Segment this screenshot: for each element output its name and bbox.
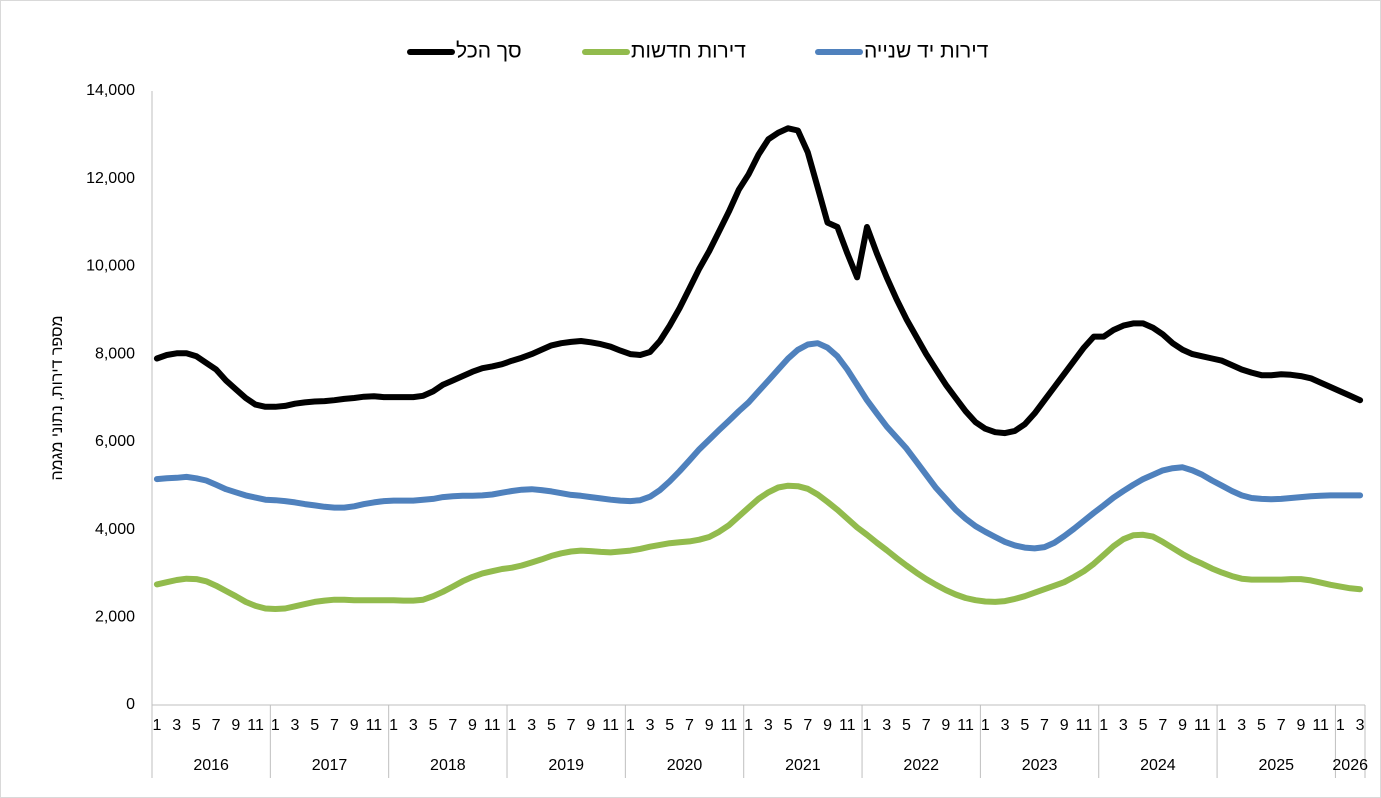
x-tick-label: 3: [646, 717, 655, 734]
x-tick-label: 3: [1356, 717, 1365, 734]
year-label: 2022: [903, 757, 939, 774]
year-label: 2016: [193, 757, 229, 774]
x-tick-label: 7: [330, 717, 339, 734]
x-tick-label: 1: [1218, 717, 1227, 734]
x-tick-label: 9: [941, 717, 950, 734]
x-tick-label: 7: [1158, 717, 1167, 734]
x-tick-label: 3: [1119, 717, 1128, 734]
year-label: 2017: [312, 757, 348, 774]
x-tick-label: 1: [744, 717, 753, 734]
x-tick-label: 5: [310, 717, 319, 734]
y-tick-label: 12,000: [86, 170, 135, 187]
legend-label: דירות יד שנייה: [864, 40, 989, 63]
year-label: 2024: [1140, 757, 1176, 774]
legend-label: סך הכל: [456, 40, 522, 63]
year-label: 2021: [785, 757, 821, 774]
x-tick-label: 9: [231, 717, 240, 734]
x-tick-label: 5: [665, 717, 674, 734]
x-tick-label: 1: [508, 717, 517, 734]
x-tick-label: 5: [902, 717, 911, 734]
x-tick-label: 1: [389, 717, 398, 734]
year-label: 2019: [548, 757, 584, 774]
x-tick-label: 11: [602, 717, 619, 734]
x-tick-label: 3: [882, 717, 891, 734]
x-tick-label: 1: [981, 717, 990, 734]
x-tick-label: 11: [721, 717, 738, 734]
series-line: [153, 482, 1364, 612]
x-tick-label: 5: [1139, 717, 1148, 734]
series-line: [153, 340, 1364, 552]
x-tick-label: 1: [152, 717, 161, 734]
x-tick-label: 1: [1336, 717, 1345, 734]
series-line: [153, 125, 1364, 437]
year-label: 2025: [1258, 757, 1294, 774]
x-tick-label: 1: [626, 717, 635, 734]
year-label: 2020: [667, 757, 703, 774]
x-tick-label: 3: [1001, 717, 1010, 734]
x-tick-label: 5: [429, 717, 438, 734]
y-tick-label: 0: [126, 696, 135, 713]
legend-label: דירות חדשות: [631, 40, 746, 63]
x-tick-label: 11: [957, 717, 974, 734]
x-tick-label: 11: [366, 717, 383, 734]
x-tick-label: 7: [448, 717, 457, 734]
x-tick-label: 7: [212, 717, 221, 734]
x-tick-label: 3: [1237, 717, 1246, 734]
x-tick-label: 7: [1277, 717, 1286, 734]
x-tick-label: 5: [192, 717, 201, 734]
x-tick-label: 9: [350, 717, 359, 734]
y-tick-label: 10,000: [86, 258, 135, 275]
x-tick-label: 9: [1178, 717, 1187, 734]
x-tick-label: 7: [567, 717, 576, 734]
x-tick-label: 7: [1040, 717, 1049, 734]
y-tick-label: 14,000: [86, 82, 135, 99]
x-tick-label: 1: [863, 717, 872, 734]
y-tick-label: 2,000: [95, 609, 135, 626]
y-tick-label: 8,000: [95, 345, 135, 362]
y-axis-label: מספר דירות, נתוני מגמה: [49, 316, 66, 481]
x-tick-label: 11: [247, 717, 264, 734]
x-tick-label: 1: [1099, 717, 1108, 734]
year-label: 2018: [430, 757, 466, 774]
x-tick-label: 7: [685, 717, 694, 734]
x-tick-label: 9: [1060, 717, 1069, 734]
x-tick-label: 9: [468, 717, 477, 734]
year-label: 2026: [1332, 757, 1368, 774]
x-tick-label: 9: [1296, 717, 1305, 734]
x-tick-label: 5: [784, 717, 793, 734]
y-tick-label: 6,000: [95, 433, 135, 450]
year-label: 2023: [1022, 757, 1058, 774]
x-tick-label: 3: [764, 717, 773, 734]
x-tick-label: 3: [527, 717, 536, 734]
x-tick-label: 5: [1020, 717, 1029, 734]
x-tick-label: 3: [172, 717, 181, 734]
x-tick-label: 9: [823, 717, 832, 734]
x-tick-label: 11: [484, 717, 501, 734]
y-tick-label: 4,000: [95, 521, 135, 538]
x-tick-label: 11: [1076, 717, 1093, 734]
x-tick-label: 5: [547, 717, 556, 734]
x-tick-label: 11: [1194, 717, 1211, 734]
x-tick-label: 3: [291, 717, 300, 734]
x-tick-label: 9: [705, 717, 714, 734]
x-tick-label: 7: [922, 717, 931, 734]
x-tick-label: 11: [839, 717, 856, 734]
x-tick-label: 3: [409, 717, 418, 734]
x-tick-label: 1: [271, 717, 280, 734]
x-tick-label: 5: [1257, 717, 1266, 734]
x-tick-label: 11: [1312, 717, 1329, 734]
x-tick-label: 9: [586, 717, 595, 734]
x-tick-label: 7: [803, 717, 812, 734]
